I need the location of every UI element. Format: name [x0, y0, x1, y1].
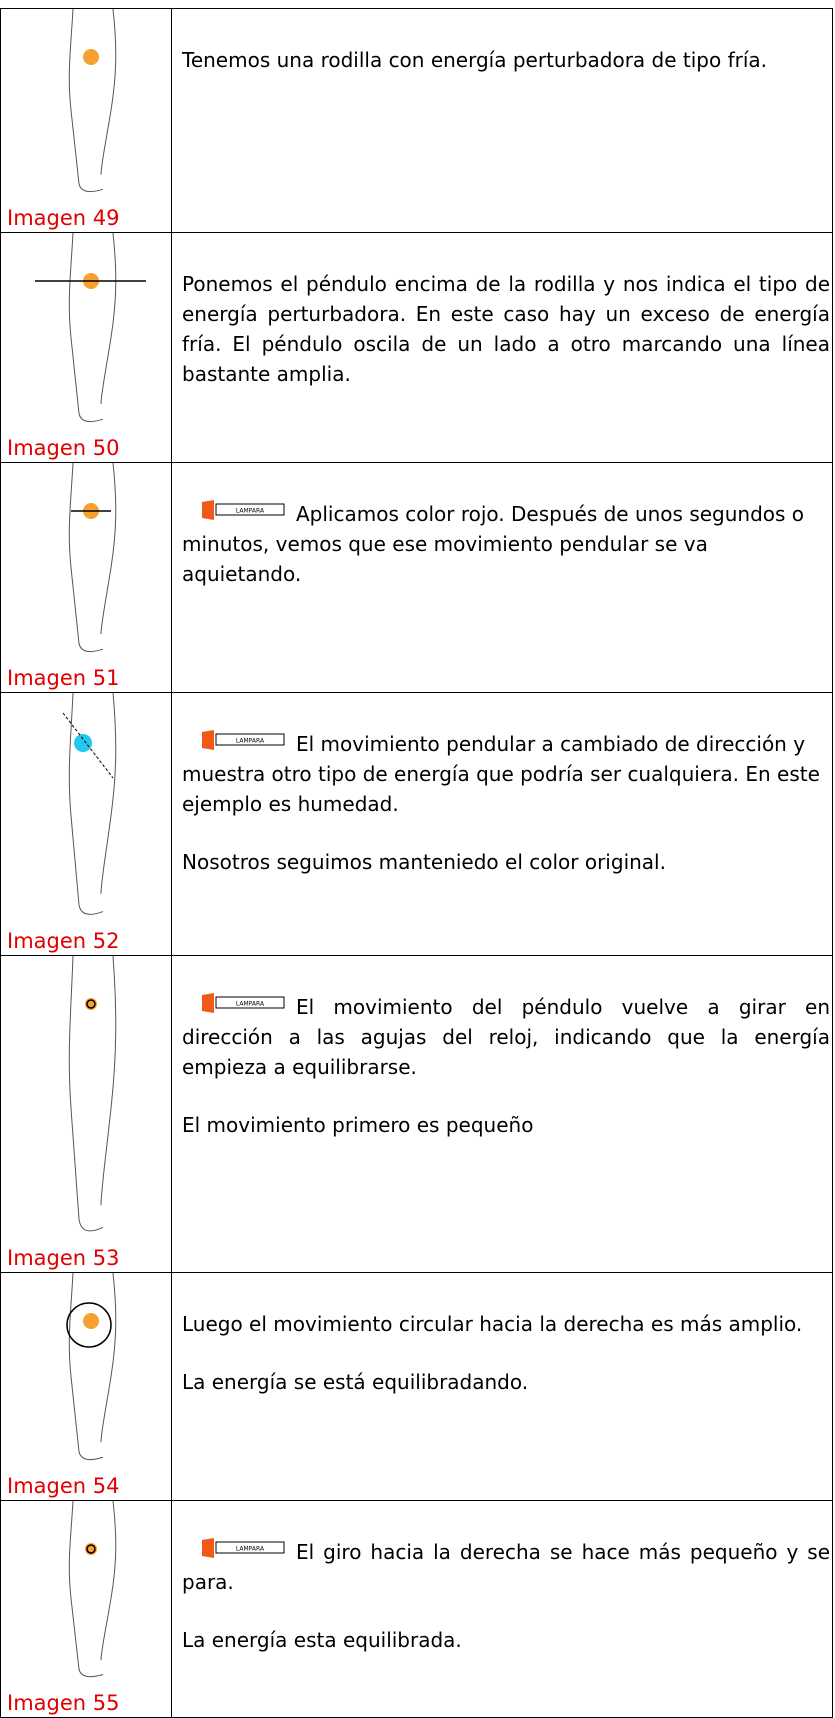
image-label: Imagen 51 [7, 666, 120, 690]
table-row: Imagen 51 LAMPARA Aplicamos color rojo. De… [0, 462, 833, 693]
energy-dot [83, 1313, 99, 1329]
leg-drawing [68, 1501, 117, 1678]
text-cell: LAMPARA El movimiento pendular a cambiado… [171, 692, 833, 956]
paragraph-text: Tenemos una rodilla con energía perturba… [182, 48, 768, 72]
leg-drawing [68, 956, 117, 1232]
table-row: Imagen 55 LAMPARA El giro hacia la derecha… [0, 1500, 833, 1718]
lamp-label: LAMPARA [236, 1001, 265, 1008]
image-label: Imagen 50 [7, 436, 120, 460]
image-cell: Imagen 50 [0, 232, 172, 463]
paragraph: LAMPARA El movimiento pendular a cambiado… [182, 729, 830, 819]
leg-outline [68, 463, 117, 653]
image-cell: Imagen 49 [0, 8, 172, 233]
paragraph-text: El giro hacia la derecha se hace más peq… [182, 1540, 830, 1594]
text-cell: Tenemos una rodilla con energía perturba… [171, 8, 833, 233]
leg-drawing [62, 693, 117, 915]
image-cell: Imagen 54 [0, 1272, 172, 1501]
paragraph-text: El movimiento pendular a cambiado de dir… [182, 732, 820, 816]
lamp-tube [215, 996, 285, 1009]
pendulum-line [62, 712, 114, 779]
small-circle [86, 999, 96, 1009]
leg-outline [68, 1501, 117, 1678]
paragraph: La energía se está equilibradando. [182, 1367, 830, 1397]
lamp-label: LAMPARA [236, 508, 265, 515]
image-label: Imagen 49 [7, 206, 120, 230]
text-cell: LAMPARA El movimiento del péndulo vuelve … [171, 955, 833, 1273]
small-circle [86, 1544, 96, 1554]
image-cell: Imagen 55 [0, 1500, 172, 1718]
lamp-tube [215, 733, 285, 746]
paragraph-text: Ponemos el péndulo encima de la rodilla … [182, 272, 830, 386]
leg-outline [68, 233, 117, 423]
table-row: Imagen 49 Tenemos una rodilla con energía… [0, 8, 833, 233]
paragraph: Luego el movimiento circular hacia la de… [182, 1309, 830, 1339]
leg-outline [68, 9, 117, 193]
image-cell: Imagen 53 [0, 955, 172, 1273]
lamp-icon: LAMPARA [202, 1538, 285, 1558]
text-cell: LAMPARA El giro hacia la derecha se hace … [171, 1500, 833, 1718]
paragraph: La energía esta equilibrada. [182, 1625, 830, 1655]
image-label: Imagen 52 [7, 929, 120, 953]
leg-drawing [35, 233, 146, 423]
image-label: Imagen 54 [7, 1474, 120, 1498]
paragraph-text: Nosotros seguimos manteniedo el color or… [182, 850, 666, 874]
lamp-icon: LAMPARA [202, 500, 285, 520]
image-label: Imagen 55 [7, 1691, 120, 1715]
paragraph: Tenemos una rodilla con energía perturba… [182, 45, 830, 75]
lamp-icon: LAMPARA [202, 730, 285, 750]
leg-outline [68, 956, 117, 1232]
lamp-body [202, 1538, 214, 1558]
paragraph: LAMPARA El giro hacia la derecha se hace … [182, 1537, 830, 1597]
pendulum-circle [66, 1302, 112, 1348]
paragraph-text: La energía esta equilibrada. [182, 1628, 462, 1652]
lamp-label: LAMPARA [236, 1546, 265, 1553]
paragraph: Ponemos el péndulo encima de la rodilla … [182, 269, 830, 389]
table-row: Imagen 50 Ponemos el péndulo encima de la… [0, 232, 833, 463]
leg-outline [68, 1273, 117, 1461]
energy-dot [83, 49, 99, 65]
table-row: Imagen 54 Luego el movimiento circular ha… [0, 1272, 833, 1501]
leg-drawing [66, 1273, 117, 1461]
leg-drawing [68, 463, 117, 653]
lamp-tube [215, 503, 285, 516]
lamp-label: LAMPARA [236, 738, 265, 745]
lamp-body [202, 730, 214, 750]
paragraph-text: El movimiento del péndulo vuelve a girar… [182, 995, 830, 1079]
paragraph-text: El movimiento primero es pequeño [182, 1113, 534, 1137]
table-row: Imagen 53 LAMPARA El movimiento del péndul… [0, 955, 833, 1273]
table-row: Imagen 52 LAMPARA El movimiento pendular a… [0, 692, 833, 956]
leg-drawing [68, 9, 117, 193]
image-label: Imagen 53 [7, 1246, 120, 1270]
lamp-tube [215, 1541, 285, 1554]
text-cell: Ponemos el péndulo encima de la rodilla … [171, 232, 833, 463]
lamp-icon: LAMPARA [202, 993, 285, 1013]
paragraph: LAMPARA El movimiento del péndulo vuelve … [182, 992, 830, 1082]
energy-dot [74, 734, 92, 752]
leg-outline [68, 693, 117, 915]
paragraph: Nosotros seguimos manteniedo el color or… [182, 847, 830, 877]
paragraph-text: Luego el movimiento circular hacia la de… [182, 1312, 803, 1336]
document-table: Imagen 49 Tenemos una rodilla con energía… [0, 8, 833, 1718]
text-cell: LAMPARA Aplicamos color rojo. Después de … [171, 462, 833, 693]
text-cell: Luego el movimiento circular hacia la de… [171, 1272, 833, 1501]
image-cell: Imagen 52 [0, 692, 172, 956]
paragraph: LAMPARA Aplicamos color rojo. Después de … [182, 499, 830, 589]
paragraph-text: La energía se está equilibradando. [182, 1370, 529, 1394]
paragraph: El movimiento primero es pequeño [182, 1110, 830, 1140]
lamp-body [202, 993, 214, 1013]
lamp-body [202, 500, 214, 520]
image-cell: Imagen 51 [0, 462, 172, 693]
paragraph-text: Aplicamos color rojo. Después de unos se… [182, 502, 805, 586]
